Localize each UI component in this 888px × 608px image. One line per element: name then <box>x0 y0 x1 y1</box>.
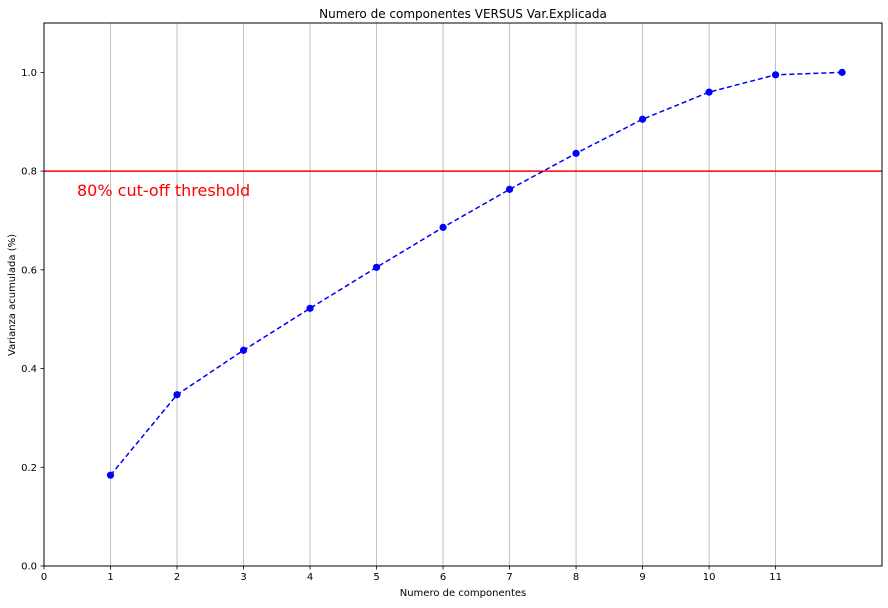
y-axis-label: Varianza acumulada (%) <box>7 234 18 356</box>
grid-layer <box>110 23 776 566</box>
chart-title: Numero de componentes VERSUS Var.Explica… <box>319 7 607 21</box>
data-point <box>572 149 580 157</box>
x-tick-label: 0 <box>41 572 47 583</box>
x-tick-label: 8 <box>573 572 579 583</box>
data-point <box>771 71 780 79</box>
y-tick-label: 0.2 <box>21 463 37 474</box>
data-point <box>106 471 115 479</box>
series-line <box>109 71 843 476</box>
data-point <box>838 68 846 76</box>
data-point <box>306 304 314 312</box>
x-tick-label: 2 <box>174 572 180 583</box>
y-tick-label: 1.0 <box>21 68 37 79</box>
y-tick-label: 0.0 <box>21 562 37 573</box>
x-tick-label: 4 <box>307 572 313 583</box>
x-tick-label: 3 <box>240 572 246 583</box>
data-point <box>705 88 713 96</box>
x-tick-label: 6 <box>440 572 446 583</box>
x-axis: 0 1 2 3 4 5 6 7 8 9 10 11 <box>41 566 782 583</box>
data-point <box>638 115 647 123</box>
y-tick-label: 0.6 <box>21 265 37 276</box>
series-layer <box>106 68 846 479</box>
data-point <box>239 346 248 354</box>
data-point <box>173 391 181 399</box>
x-tick-label: 9 <box>639 572 645 583</box>
plot-frame <box>43 22 883 567</box>
x-tick-label: 5 <box>373 572 379 583</box>
data-point <box>505 185 514 193</box>
x-tick-label: 1 <box>107 572 113 583</box>
y-tick-label: 0.8 <box>21 167 37 178</box>
x-axis-label: Numero de componentes <box>400 588 527 599</box>
x-tick-label: 11 <box>769 572 782 583</box>
x-tick-label: 7 <box>506 572 512 583</box>
data-point <box>372 263 381 271</box>
data-point <box>439 223 447 231</box>
y-axis: 0.0 0.2 0.4 0.6 0.8 1.0 <box>21 68 44 573</box>
x-tick-label: 10 <box>703 572 716 583</box>
y-tick-label: 0.4 <box>21 364 37 375</box>
threshold-label: 80% cut-off threshold <box>77 181 250 200</box>
